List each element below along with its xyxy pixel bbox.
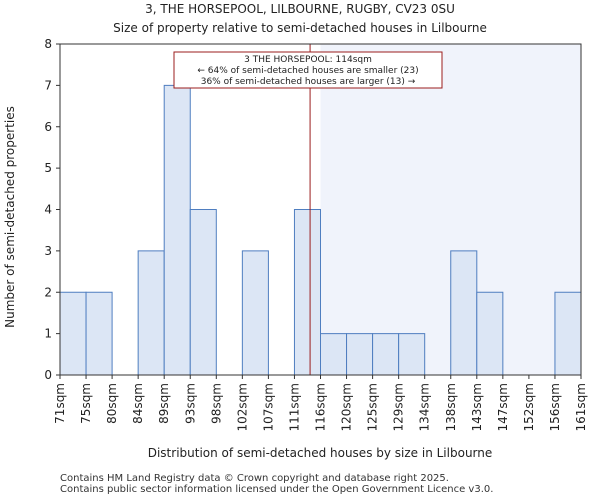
x-tick-label: 93sqm — [183, 383, 197, 424]
bar-156sqm — [554, 291, 582, 376]
chart-subtitle: Size of property relative to semi-detach… — [113, 21, 487, 35]
x-axis-label: Distribution of semi-detached houses by … — [148, 446, 493, 460]
bar-75sqm — [85, 291, 113, 376]
bar-89sqm — [163, 84, 191, 376]
chart-title: 3, THE HORSEPOOL, LILBOURNE, RUGBY, CV23… — [145, 2, 455, 16]
y-axis-label: Number of semi-detached properties — [3, 106, 17, 328]
y-tick-label: 3 — [44, 244, 52, 258]
bar-111sqm — [293, 209, 322, 376]
x-tick-label: 161sqm — [574, 383, 588, 431]
x-tick-label: 84sqm — [131, 383, 145, 424]
x-tick-label: 111sqm — [287, 383, 301, 431]
y-tick-label: 6 — [44, 120, 52, 134]
bar-84sqm — [137, 250, 165, 376]
bar-120sqm — [346, 333, 374, 376]
bar-125sqm — [372, 333, 400, 376]
annotation-box: 3 THE HORSEPOOL: 114sqm ← 64% of semi-de… — [173, 51, 443, 89]
x-tick-label: 107sqm — [261, 383, 275, 431]
x-tick-label: 143sqm — [470, 383, 484, 431]
x-tick-label: 80sqm — [105, 383, 119, 424]
footer-attribution-2: Contains public sector information licen… — [60, 484, 494, 495]
footer-attribution-1: Contains HM Land Registry data © Crown c… — [60, 473, 449, 484]
annotation-line-1: 3 THE HORSEPOOL: 114sqm — [244, 55, 372, 65]
bar-116sqm — [320, 333, 348, 376]
y-tick-label: 7 — [44, 78, 52, 92]
bar-93sqm — [189, 209, 217, 376]
y-tick-label: 1 — [44, 327, 52, 341]
x-tick-label: 156sqm — [548, 383, 562, 431]
bar-102sqm — [241, 250, 269, 376]
y-tick-label: 5 — [44, 161, 52, 175]
y-tick-label: 4 — [44, 203, 52, 217]
bar-138sqm — [450, 250, 478, 376]
x-tick-label: 147sqm — [496, 383, 510, 431]
x-tick-label: 120sqm — [340, 383, 354, 431]
bar-71sqm — [59, 291, 87, 376]
y-tick-label: 2 — [44, 285, 52, 299]
x-tick-label: 129sqm — [392, 383, 406, 431]
x-tick-label: 89sqm — [157, 383, 171, 424]
x-tick-label: 102sqm — [235, 383, 249, 431]
x-tick-label: 152sqm — [522, 383, 536, 431]
x-tick-label: 75sqm — [79, 383, 93, 424]
x-tick-label: 138sqm — [444, 383, 458, 431]
annotation-line-3: 36% of semi-detached houses are larger (… — [201, 77, 416, 87]
bar-143sqm — [476, 291, 504, 376]
y-tick-label: 0 — [44, 368, 52, 382]
x-tick-label: 116sqm — [314, 383, 328, 431]
x-tick-label: 98sqm — [209, 383, 223, 424]
bar-129sqm — [398, 333, 426, 376]
annotation-line-2: ← 64% of semi-detached houses are smalle… — [197, 66, 418, 76]
x-tick-label: 71sqm — [53, 383, 67, 424]
x-tick-label: 125sqm — [366, 383, 380, 431]
chart: 3, THE HORSEPOOL, LILBOURNE, RUGBY, CV23… — [3, 2, 588, 460]
x-tick-label: 134sqm — [418, 383, 432, 431]
y-tick-label: 8 — [44, 37, 52, 51]
